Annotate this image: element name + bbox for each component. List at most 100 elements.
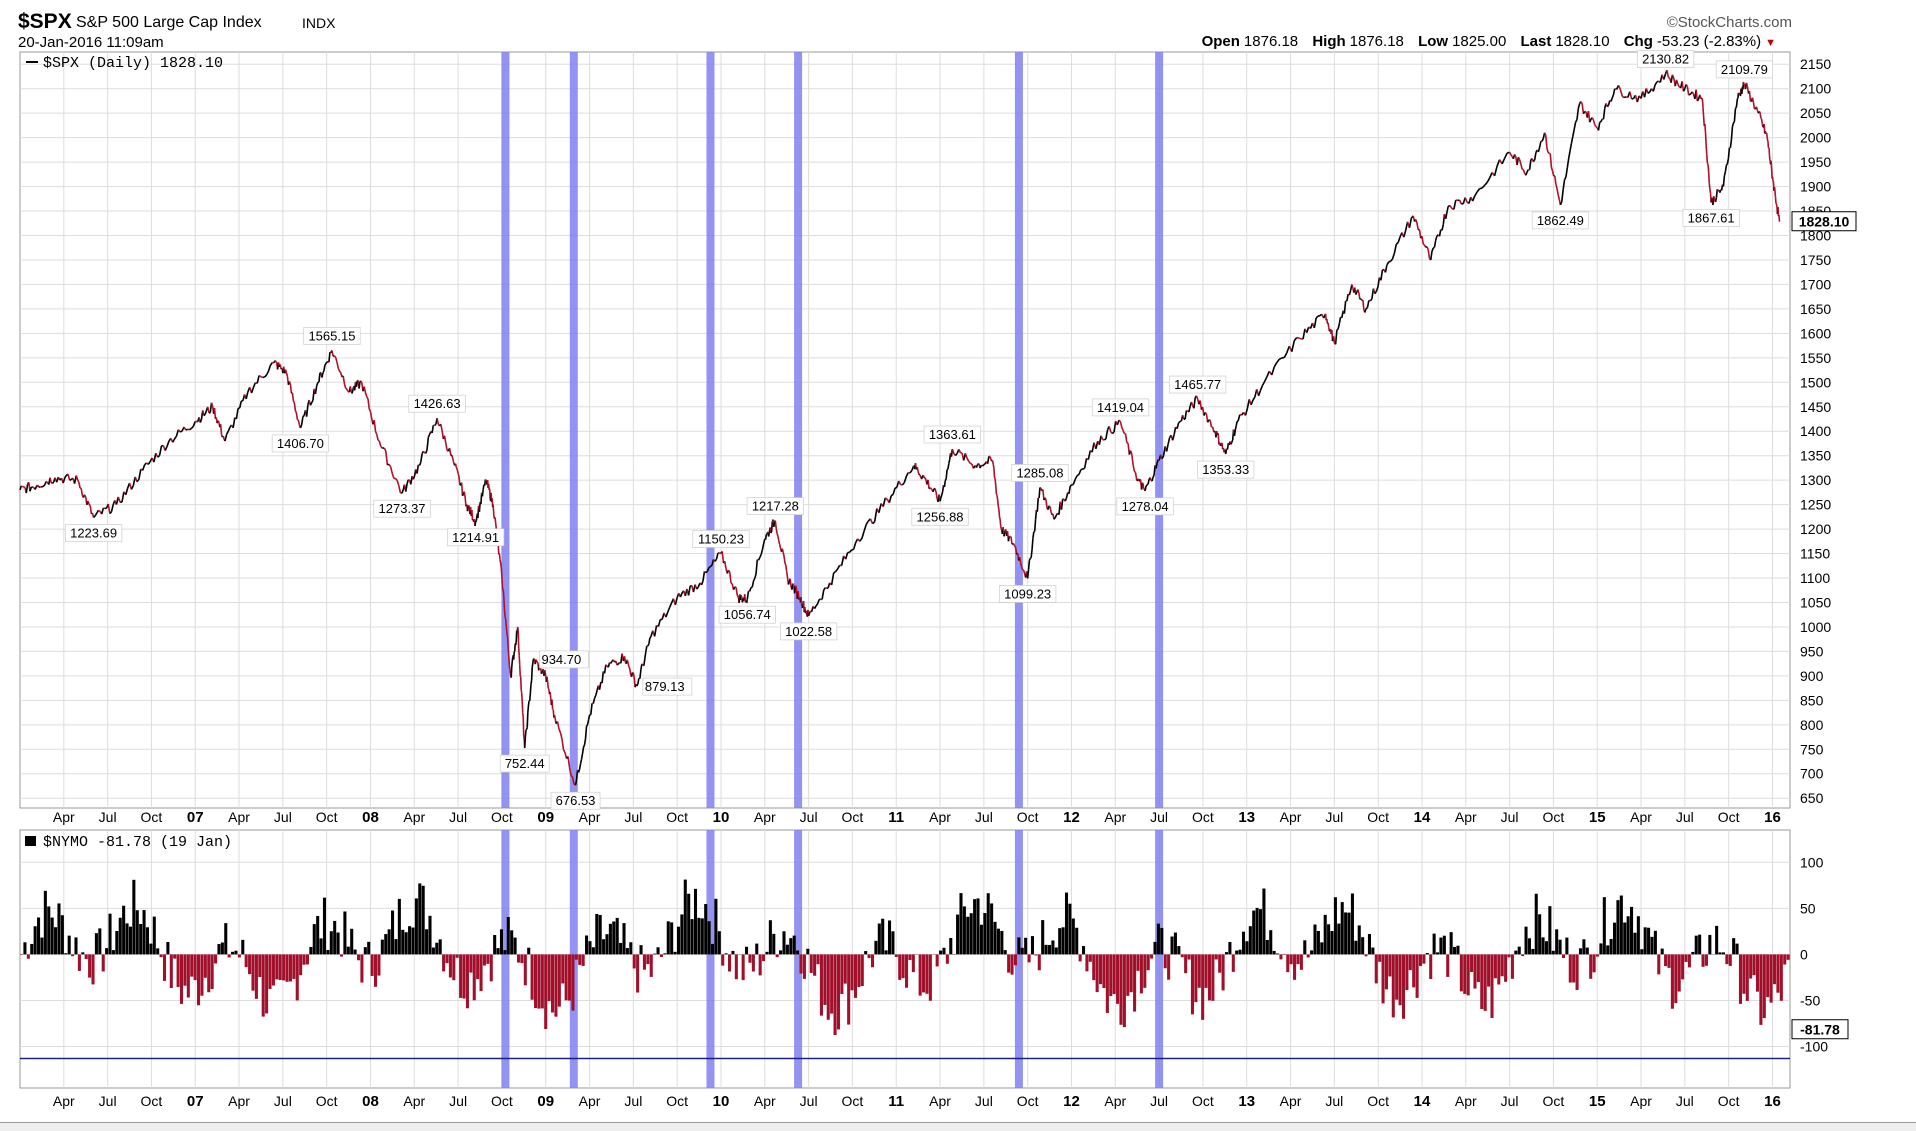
osc-x-tick-label: 16 <box>1764 1093 1781 1110</box>
oscillator-bar <box>1637 916 1640 954</box>
osc-x-tick-label: Oct <box>491 1093 513 1109</box>
price-x-tick-label: 14 <box>1414 809 1431 826</box>
oscillator-bar <box>616 918 619 954</box>
price-line-segment <box>323 371 324 373</box>
price-line-segment <box>528 705 529 712</box>
oscillator-bar <box>1650 937 1653 955</box>
price-x-tick-label: 12 <box>1063 809 1080 826</box>
oscillator-bar <box>1756 954 1759 991</box>
oscillator-bar <box>180 954 183 1004</box>
price-line-segment <box>89 505 90 506</box>
oscillator-bar <box>1113 954 1116 994</box>
price-line-segment <box>223 436 224 439</box>
oscillator-bar <box>1501 954 1504 976</box>
oscillator-bar <box>1763 954 1766 1018</box>
price-line-segment <box>790 579 791 587</box>
oscillator-bar <box>537 954 540 1008</box>
oscillator-bar <box>394 939 397 954</box>
oscillator-bar <box>677 927 680 955</box>
osc-highlight-band <box>501 830 509 1088</box>
oscillator-bar <box>817 954 820 964</box>
oscillator-bar <box>1153 942 1156 955</box>
oscillator-bar <box>1473 954 1476 988</box>
price-line-segment <box>1000 519 1001 526</box>
oscillator-bar <box>170 954 173 988</box>
price-x-tick-label: 08 <box>362 809 379 826</box>
price-line-segment <box>1021 563 1022 567</box>
oscillator-bar <box>1773 954 1776 984</box>
price-line-segment <box>1022 567 1023 570</box>
oscillator-bar <box>609 924 612 955</box>
price-line-segment <box>629 667 630 669</box>
oscillator-bar <box>177 954 180 987</box>
oscillator-bar <box>463 954 466 998</box>
oscillator-bar <box>251 954 254 990</box>
oscillator-bar <box>959 893 962 954</box>
price-line-segment <box>1709 183 1710 189</box>
oscillator-bar <box>1388 954 1391 976</box>
price-line-segment <box>180 431 182 432</box>
oscillator-bar <box>725 953 728 954</box>
oscillator-bar <box>231 952 234 955</box>
price-line-segment <box>1143 484 1144 488</box>
oscillator-bar <box>54 927 57 954</box>
osc-x-tick-label: Apr <box>1280 1093 1302 1109</box>
oscillator-bar <box>1504 954 1507 981</box>
price-line-segment <box>1547 148 1548 153</box>
price-line-segment <box>24 487 25 488</box>
price-line-segment <box>500 560 501 563</box>
price-line-segment <box>1778 207 1779 216</box>
oscillator-bar <box>306 954 309 964</box>
oscillator-bar <box>221 943 224 955</box>
oscillator-bar <box>1627 916 1630 954</box>
oscillator-bar <box>1205 954 1208 987</box>
oscillator-bar <box>449 954 452 977</box>
osc-y-tick-label: 50 <box>1800 900 1816 916</box>
oscillator-bar <box>854 954 857 997</box>
oscillator-bar <box>1759 954 1762 1025</box>
price-line-segment <box>1705 124 1706 132</box>
oscillator-bar <box>1085 954 1088 971</box>
oscillator-bar <box>122 906 125 955</box>
oscillator-bar <box>588 941 591 954</box>
oscillator-bar <box>1770 954 1773 1002</box>
oscillator-bar <box>1065 893 1068 955</box>
price-line-segment <box>1510 152 1511 154</box>
price-line-segment <box>1692 92 1693 95</box>
price-line-segment <box>522 693 523 702</box>
oscillator-bar <box>391 911 394 955</box>
oscillator-bar <box>1011 954 1014 974</box>
oscillator-bar <box>1490 954 1493 1018</box>
osc-x-tick-label: Apr <box>53 1093 75 1109</box>
oscillator-bar <box>1429 954 1432 979</box>
price-line-segment <box>334 356 335 358</box>
oscillator-bar <box>728 954 731 971</box>
oscillator-bar <box>697 918 700 955</box>
oscillator-bar <box>1776 954 1779 992</box>
price-line-segment <box>469 505 470 508</box>
price-line-segment <box>925 478 926 480</box>
oscillator-bar <box>1249 926 1252 954</box>
osc-x-tick-label: Oct <box>316 1093 338 1109</box>
price-line-segment <box>1607 105 1608 106</box>
osc-highlight-band <box>1155 830 1163 1088</box>
price-line-segment <box>1668 77 1669 78</box>
price-y-tick-label: 1000 <box>1800 619 1831 635</box>
oscillator-bar <box>626 948 629 954</box>
oscillator-bar <box>1589 954 1592 978</box>
oscillator-bar <box>1599 943 1602 954</box>
oscillator-bar <box>1732 938 1735 954</box>
price-line-segment <box>1236 421 1237 425</box>
oscillator-bar <box>262 954 265 1016</box>
price-line-segment <box>1760 112 1761 115</box>
price-line-segment <box>1736 98 1737 106</box>
oscillator-bar <box>895 954 898 957</box>
price-line-segment <box>1706 145 1707 154</box>
oscillator-bar <box>575 954 578 959</box>
price-x-tick-label: Apr <box>929 809 951 825</box>
peak-label: 1214.91 <box>452 530 499 545</box>
price-line-segment <box>532 668 533 681</box>
oscillator-bar <box>1460 954 1463 991</box>
oscillator-bar <box>268 954 271 989</box>
